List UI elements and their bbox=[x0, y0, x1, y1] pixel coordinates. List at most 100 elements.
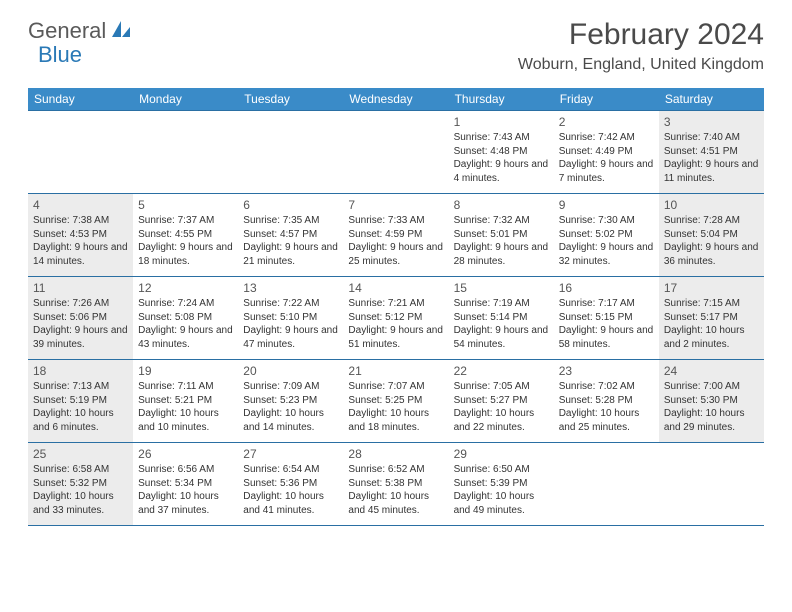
day-number: 21 bbox=[348, 363, 443, 379]
day-cell bbox=[343, 111, 448, 193]
daylight-text: Daylight: 9 hours and 58 minutes. bbox=[559, 324, 654, 351]
sunset-text: Sunset: 5:04 PM bbox=[664, 228, 759, 242]
day-cell bbox=[28, 111, 133, 193]
sunrise-text: Sunrise: 7:15 AM bbox=[664, 297, 759, 311]
sunrise-text: Sunrise: 6:52 AM bbox=[348, 463, 443, 477]
day-number: 15 bbox=[454, 280, 549, 296]
daylight-text: Daylight: 9 hours and 39 minutes. bbox=[33, 324, 128, 351]
daylight-text: Daylight: 9 hours and 18 minutes. bbox=[138, 241, 233, 268]
sunset-text: Sunset: 4:57 PM bbox=[243, 228, 338, 242]
daylight-text: Daylight: 10 hours and 37 minutes. bbox=[138, 490, 233, 517]
logo: General Blue bbox=[28, 18, 132, 44]
day-cell: 21Sunrise: 7:07 AMSunset: 5:25 PMDayligh… bbox=[343, 360, 448, 442]
sunrise-text: Sunrise: 7:40 AM bbox=[664, 131, 759, 145]
daylight-text: Daylight: 9 hours and 28 minutes. bbox=[454, 241, 549, 268]
day-cell: 19Sunrise: 7:11 AMSunset: 5:21 PMDayligh… bbox=[133, 360, 238, 442]
logo-text-general: General bbox=[28, 18, 106, 44]
day-number: 17 bbox=[664, 280, 759, 296]
sunset-text: Sunset: 5:02 PM bbox=[559, 228, 654, 242]
sunset-text: Sunset: 4:48 PM bbox=[454, 145, 549, 159]
week-row: 18Sunrise: 7:13 AMSunset: 5:19 PMDayligh… bbox=[28, 359, 764, 442]
day-cell bbox=[238, 111, 343, 193]
daylight-text: Daylight: 9 hours and 7 minutes. bbox=[559, 158, 654, 185]
day-cell: 13Sunrise: 7:22 AMSunset: 5:10 PMDayligh… bbox=[238, 277, 343, 359]
sunrise-text: Sunrise: 7:05 AM bbox=[454, 380, 549, 394]
day-cell bbox=[133, 111, 238, 193]
sunrise-text: Sunrise: 7:17 AM bbox=[559, 297, 654, 311]
day-number: 9 bbox=[559, 197, 654, 213]
day-number: 5 bbox=[138, 197, 233, 213]
location-label: Woburn, England, United Kingdom bbox=[518, 56, 764, 74]
day-cell: 9Sunrise: 7:30 AMSunset: 5:02 PMDaylight… bbox=[554, 194, 659, 276]
day-cell: 17Sunrise: 7:15 AMSunset: 5:17 PMDayligh… bbox=[659, 277, 764, 359]
sunrise-text: Sunrise: 7:32 AM bbox=[454, 214, 549, 228]
day-number: 3 bbox=[664, 114, 759, 130]
sunset-text: Sunset: 5:34 PM bbox=[138, 477, 233, 491]
day-header-cell: Thursday bbox=[449, 88, 554, 110]
day-number: 25 bbox=[33, 446, 128, 462]
sunset-text: Sunset: 5:21 PM bbox=[138, 394, 233, 408]
sunset-text: Sunset: 5:10 PM bbox=[243, 311, 338, 325]
daylight-text: Daylight: 9 hours and 32 minutes. bbox=[559, 241, 654, 268]
day-number: 14 bbox=[348, 280, 443, 296]
day-number: 10 bbox=[664, 197, 759, 213]
day-cell bbox=[659, 443, 764, 525]
day-number: 28 bbox=[348, 446, 443, 462]
sunrise-text: Sunrise: 6:50 AM bbox=[454, 463, 549, 477]
sunset-text: Sunset: 5:15 PM bbox=[559, 311, 654, 325]
sunrise-text: Sunrise: 7:30 AM bbox=[559, 214, 654, 228]
daylight-text: Daylight: 9 hours and 25 minutes. bbox=[348, 241, 443, 268]
sunset-text: Sunset: 4:53 PM bbox=[33, 228, 128, 242]
day-cell: 4Sunrise: 7:38 AMSunset: 4:53 PMDaylight… bbox=[28, 194, 133, 276]
sunrise-text: Sunrise: 7:35 AM bbox=[243, 214, 338, 228]
sunrise-text: Sunrise: 7:33 AM bbox=[348, 214, 443, 228]
day-number: 7 bbox=[348, 197, 443, 213]
daylight-text: Daylight: 10 hours and 29 minutes. bbox=[664, 407, 759, 434]
sunrise-text: Sunrise: 7:19 AM bbox=[454, 297, 549, 311]
sunset-text: Sunset: 5:32 PM bbox=[33, 477, 128, 491]
sunrise-text: Sunrise: 7:26 AM bbox=[33, 297, 128, 311]
daylight-text: Daylight: 9 hours and 4 minutes. bbox=[454, 158, 549, 185]
sunset-text: Sunset: 4:59 PM bbox=[348, 228, 443, 242]
sunset-text: Sunset: 5:06 PM bbox=[33, 311, 128, 325]
sunset-text: Sunset: 4:55 PM bbox=[138, 228, 233, 242]
sunrise-text: Sunrise: 7:24 AM bbox=[138, 297, 233, 311]
day-cell: 5Sunrise: 7:37 AMSunset: 4:55 PMDaylight… bbox=[133, 194, 238, 276]
title-block: February 2024 Woburn, England, United Ki… bbox=[518, 18, 764, 74]
daylight-text: Daylight: 10 hours and 18 minutes. bbox=[348, 407, 443, 434]
day-header-cell: Wednesday bbox=[343, 88, 448, 110]
daylight-text: Daylight: 10 hours and 6 minutes. bbox=[33, 407, 128, 434]
week-row: 25Sunrise: 6:58 AMSunset: 5:32 PMDayligh… bbox=[28, 442, 764, 526]
sunset-text: Sunset: 5:30 PM bbox=[664, 394, 759, 408]
calendar: SundayMondayTuesdayWednesdayThursdayFrid… bbox=[28, 88, 764, 526]
daylight-text: Daylight: 9 hours and 36 minutes. bbox=[664, 241, 759, 268]
day-cell: 3Sunrise: 7:40 AMSunset: 4:51 PMDaylight… bbox=[659, 111, 764, 193]
day-number: 27 bbox=[243, 446, 338, 462]
day-number: 18 bbox=[33, 363, 128, 379]
day-number: 6 bbox=[243, 197, 338, 213]
week-row: 11Sunrise: 7:26 AMSunset: 5:06 PMDayligh… bbox=[28, 276, 764, 359]
day-cell: 8Sunrise: 7:32 AMSunset: 5:01 PMDaylight… bbox=[449, 194, 554, 276]
day-number: 1 bbox=[454, 114, 549, 130]
sunset-text: Sunset: 5:28 PM bbox=[559, 394, 654, 408]
day-cell: 14Sunrise: 7:21 AMSunset: 5:12 PMDayligh… bbox=[343, 277, 448, 359]
day-number: 23 bbox=[559, 363, 654, 379]
day-header-cell: Friday bbox=[554, 88, 659, 110]
day-cell: 29Sunrise: 6:50 AMSunset: 5:39 PMDayligh… bbox=[449, 443, 554, 525]
day-number: 13 bbox=[243, 280, 338, 296]
sunrise-text: Sunrise: 6:56 AM bbox=[138, 463, 233, 477]
sunset-text: Sunset: 5:23 PM bbox=[243, 394, 338, 408]
week-row: 1Sunrise: 7:43 AMSunset: 4:48 PMDaylight… bbox=[28, 110, 764, 193]
day-cell: 7Sunrise: 7:33 AMSunset: 4:59 PMDaylight… bbox=[343, 194, 448, 276]
day-number: 4 bbox=[33, 197, 128, 213]
sunrise-text: Sunrise: 7:37 AM bbox=[138, 214, 233, 228]
sunset-text: Sunset: 5:01 PM bbox=[454, 228, 549, 242]
day-number: 20 bbox=[243, 363, 338, 379]
daylight-text: Daylight: 9 hours and 11 minutes. bbox=[664, 158, 759, 185]
day-cell: 26Sunrise: 6:56 AMSunset: 5:34 PMDayligh… bbox=[133, 443, 238, 525]
sunrise-text: Sunrise: 7:09 AM bbox=[243, 380, 338, 394]
daylight-text: Daylight: 10 hours and 45 minutes. bbox=[348, 490, 443, 517]
daylight-text: Daylight: 10 hours and 33 minutes. bbox=[33, 490, 128, 517]
day-number: 11 bbox=[33, 280, 128, 296]
sunrise-text: Sunrise: 7:43 AM bbox=[454, 131, 549, 145]
